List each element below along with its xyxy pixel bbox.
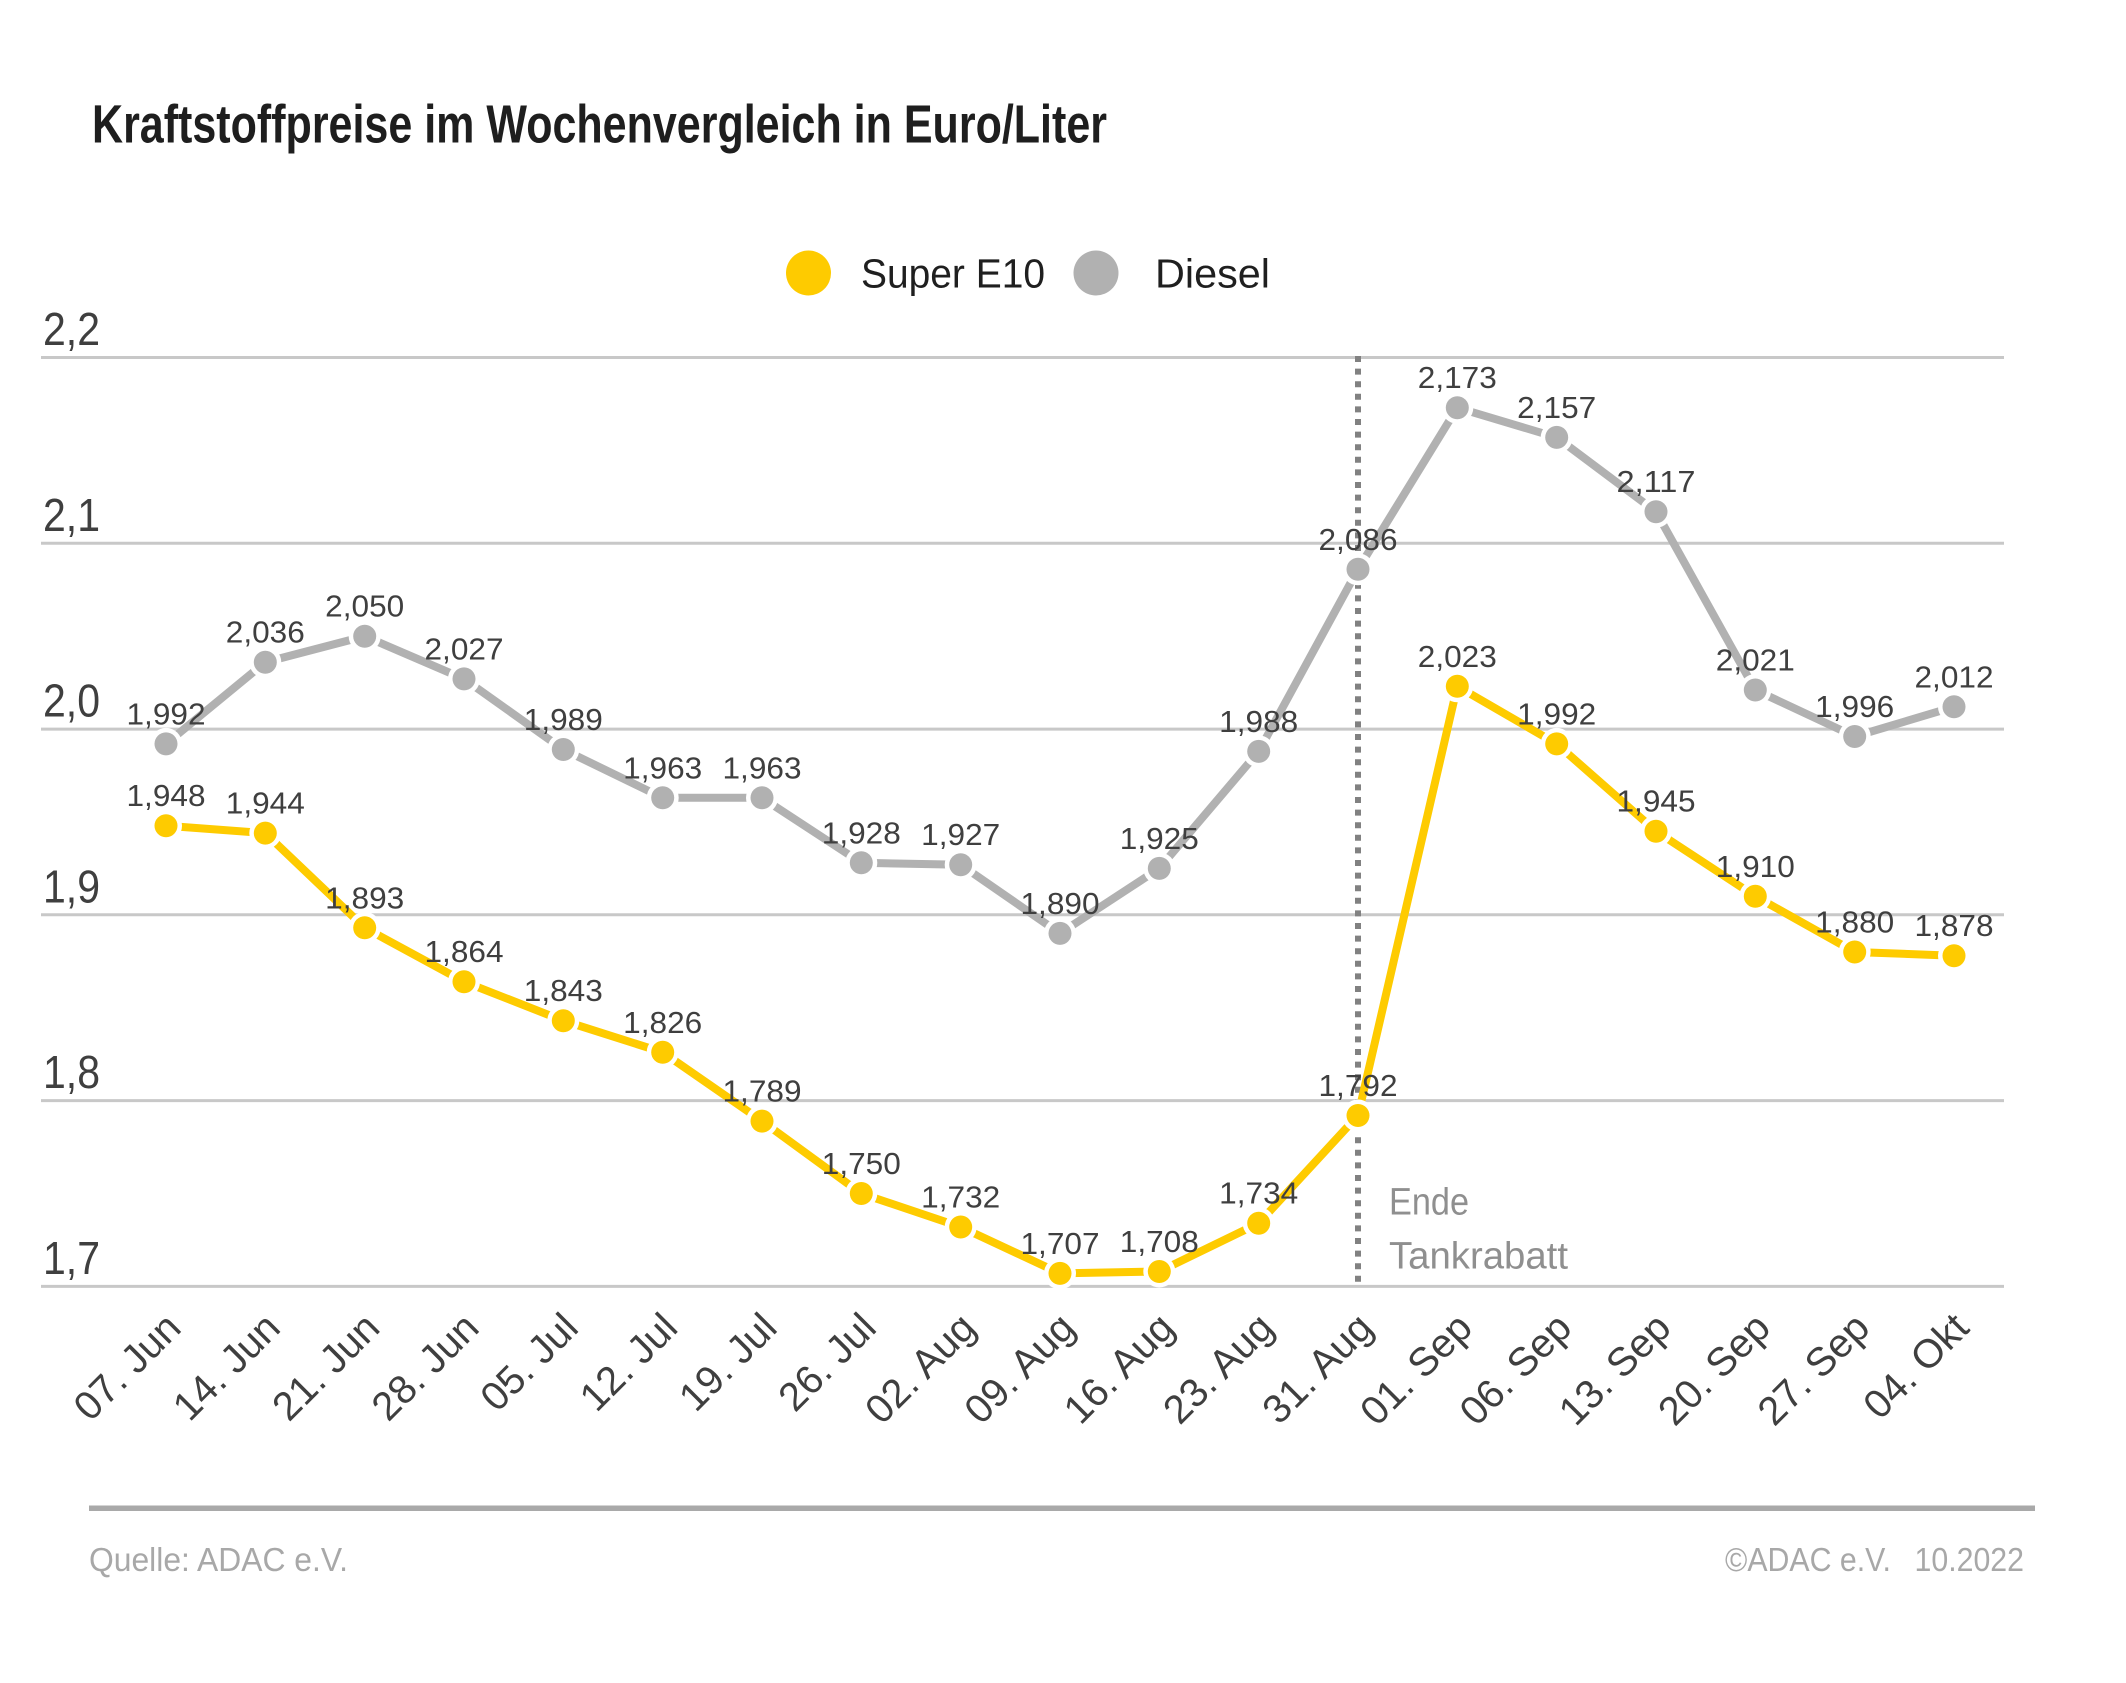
svg-text:1,734: 1,734: [1219, 1176, 1298, 1211]
svg-text:1,992: 1,992: [127, 696, 206, 731]
svg-text:1,789: 1,789: [723, 1074, 802, 1109]
svg-text:1,910: 1,910: [1716, 849, 1795, 884]
svg-text:1,948: 1,948: [127, 778, 206, 813]
svg-text:1,8: 1,8: [43, 1046, 100, 1098]
svg-text:1,963: 1,963: [623, 750, 702, 785]
svg-text:1,893: 1,893: [325, 880, 404, 915]
svg-text:Kraftstoffpreise im Wochenverg: Kraftstoffpreise im Wochenvergleich in E…: [92, 95, 1107, 155]
svg-text:2,086: 2,086: [1319, 522, 1398, 557]
svg-text:2,117: 2,117: [1617, 464, 1696, 499]
svg-text:1,996: 1,996: [1815, 689, 1894, 724]
svg-text:1,864: 1,864: [425, 934, 504, 969]
svg-text:1,963: 1,963: [723, 750, 802, 785]
svg-text:2,027: 2,027: [425, 631, 504, 666]
svg-text:1,944: 1,944: [226, 786, 305, 821]
svg-text:1,989: 1,989: [524, 702, 603, 737]
svg-text:2,157: 2,157: [1517, 390, 1596, 425]
svg-text:1,988: 1,988: [1219, 704, 1298, 739]
svg-text:1,732: 1,732: [921, 1180, 1000, 1215]
svg-text:2,050: 2,050: [325, 589, 404, 624]
svg-text:1,890: 1,890: [1021, 886, 1100, 921]
svg-text:1,928: 1,928: [822, 815, 901, 850]
svg-text:1,708: 1,708: [1120, 1224, 1199, 1259]
svg-text:Ende: Ende: [1389, 1182, 1469, 1224]
svg-text:1,843: 1,843: [524, 973, 603, 1008]
svg-text:1,707: 1,707: [1021, 1226, 1100, 1261]
svg-text:1,792: 1,792: [1319, 1068, 1398, 1103]
svg-text:1,927: 1,927: [921, 817, 1000, 852]
svg-text:©ADAC e.V. 10.2022: ©ADAC e.V. 10.2022: [1725, 1541, 2024, 1578]
svg-text:Quelle: ADAC e.V.: Quelle: ADAC e.V.: [89, 1541, 348, 1578]
svg-text:1,750: 1,750: [822, 1146, 901, 1181]
svg-text:2,012: 2,012: [1915, 659, 1994, 694]
svg-text:1,826: 1,826: [623, 1005, 702, 1040]
svg-text:2,023: 2,023: [1418, 639, 1497, 674]
svg-text:1,992: 1,992: [1517, 696, 1596, 731]
svg-text:2,0: 2,0: [43, 675, 100, 727]
svg-text:2,173: 2,173: [1418, 360, 1497, 395]
svg-text:1,945: 1,945: [1617, 784, 1696, 819]
svg-text:Tankrabatt: Tankrabatt: [1389, 1236, 1568, 1278]
svg-text:1,9: 1,9: [43, 860, 100, 912]
svg-text:Super E10: Super E10: [861, 251, 1045, 297]
svg-text:1,878: 1,878: [1915, 908, 1994, 943]
svg-text:1,7: 1,7: [43, 1232, 100, 1284]
svg-text:1,880: 1,880: [1815, 905, 1894, 940]
svg-text:Diesel: Diesel: [1155, 251, 1270, 297]
svg-text:2,021: 2,021: [1716, 643, 1795, 678]
svg-text:1,925: 1,925: [1120, 821, 1199, 856]
svg-text:2,1: 2,1: [43, 489, 100, 541]
svg-text:2,036: 2,036: [226, 615, 305, 650]
svg-text:2,2: 2,2: [43, 303, 100, 355]
